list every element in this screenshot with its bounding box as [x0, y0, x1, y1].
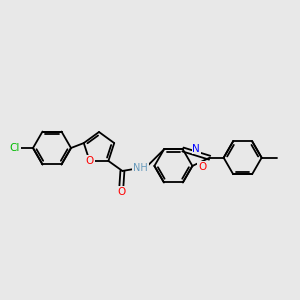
Text: NH: NH — [133, 163, 148, 173]
Text: Cl: Cl — [10, 143, 20, 153]
Text: O: O — [85, 156, 94, 166]
Text: N: N — [192, 144, 200, 154]
Text: O: O — [117, 187, 125, 197]
Text: O: O — [198, 162, 206, 172]
